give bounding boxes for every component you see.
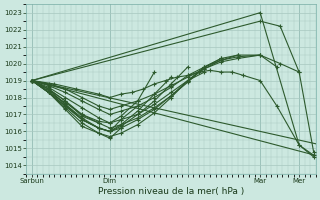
X-axis label: Pression niveau de la mer( hPa ): Pression niveau de la mer( hPa ) bbox=[98, 187, 244, 196]
